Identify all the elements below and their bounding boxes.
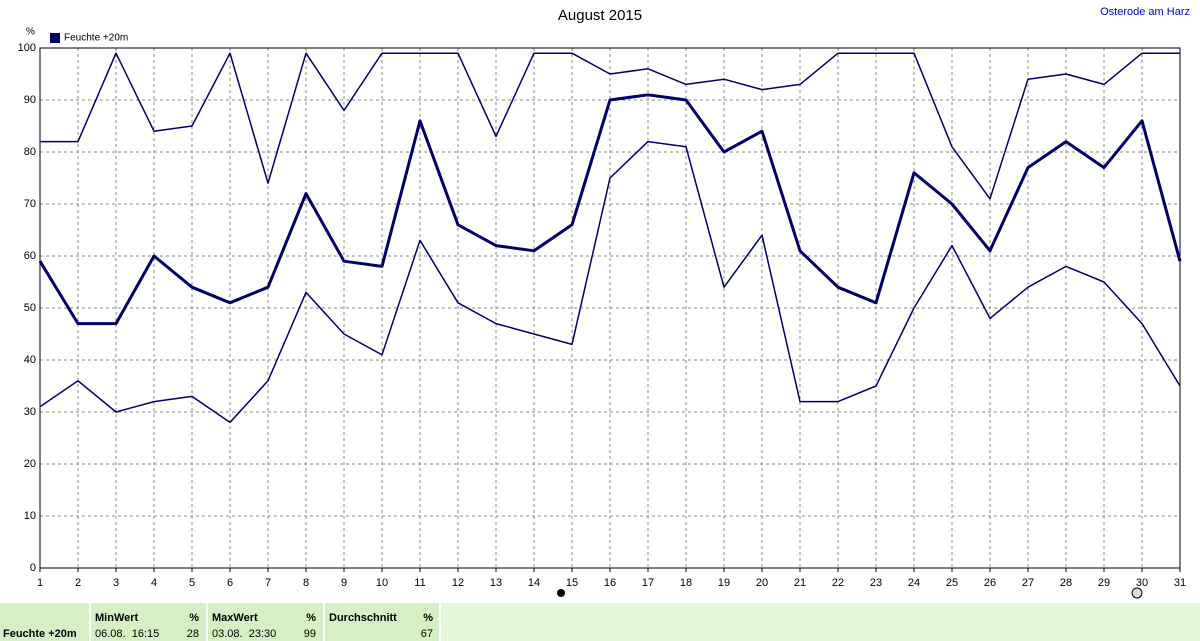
x-tick-label: 18: [680, 577, 692, 589]
legend-label: Feuchte +20m: [64, 33, 128, 44]
x-tick-label: 14: [528, 577, 540, 589]
x-tick-label: 12: [452, 577, 464, 589]
x-tick-label: 9: [341, 577, 347, 589]
x-tick-label: 10: [376, 577, 388, 589]
col-title: Durchschnitt: [329, 612, 397, 624]
series-line: [38, 93, 1182, 326]
x-tick-label: 28: [1060, 577, 1072, 589]
y-tick-label: 30: [24, 406, 36, 418]
x-tick-label: 6: [227, 577, 233, 589]
y-tick-label: 20: [24, 458, 36, 470]
x-tick-label: 11: [414, 577, 425, 589]
x-tick-label: 1: [37, 577, 43, 589]
x-tick-label: 4: [151, 577, 157, 589]
x-tick-label: 29: [1098, 577, 1110, 589]
x-tick-label: 2: [75, 577, 81, 589]
moon-full: [557, 589, 565, 597]
summary-table: [0, 603, 440, 641]
x-tick-label: 8: [303, 577, 309, 589]
x-tick-label: 22: [832, 577, 844, 589]
y-tick-label: 70: [24, 198, 36, 210]
col-title: MinWert: [95, 612, 139, 624]
x-tick-label: 21: [794, 577, 806, 589]
y-tick-label: 10: [24, 510, 36, 522]
col-value: 99: [304, 628, 316, 640]
x-tick-label: 25: [946, 577, 958, 589]
x-tick-label: 16: [604, 577, 616, 589]
y-unit: %: [26, 27, 35, 38]
x-tick-label: 27: [1022, 577, 1034, 589]
col-when: 03.08. 23:30: [212, 628, 276, 640]
y-tick-label: 100: [18, 42, 36, 54]
row-label: Feuchte +20m: [3, 628, 77, 640]
col-unit: %: [306, 612, 316, 624]
y-tick-label: 0: [30, 562, 36, 574]
y-tick-label: 60: [24, 250, 36, 262]
x-tick-label: 17: [642, 577, 654, 589]
x-tick-label: 5: [189, 577, 195, 589]
x-tick-label: 24: [908, 577, 920, 589]
moon-new: [1131, 587, 1143, 599]
y-tick-label: 50: [24, 302, 36, 314]
col-title: MaxWert: [212, 612, 258, 624]
y-tick-label: 90: [24, 94, 36, 106]
location: Osterode am Harz: [1100, 6, 1190, 18]
col-value: 67: [421, 628, 433, 640]
x-tick-label: 15: [566, 577, 578, 589]
col-unit: %: [189, 612, 199, 624]
col-value: 28: [187, 628, 199, 640]
y-tick-label: 80: [24, 146, 36, 158]
summary: Feuchte +20m MinWert % 06.08. 16:15 28 MaxWer…: [3, 603, 441, 641]
x-tick-label: 3: [113, 577, 119, 589]
x-tick-label: 13: [490, 577, 502, 589]
chart-title: August 2015: [558, 7, 642, 24]
x-tick-label: 19: [718, 577, 730, 589]
legend-swatch: [50, 33, 60, 43]
x-tick-label: 26: [984, 577, 996, 589]
series-line: [39, 140, 1181, 424]
x-tick-label: 31: [1174, 577, 1186, 589]
x-tick-label: 20: [756, 577, 768, 589]
series-line: [40, 52, 1180, 200]
x-tick-label: 30: [1136, 577, 1148, 589]
x-tick-label: 23: [870, 577, 882, 589]
y-tick-label: 40: [24, 354, 36, 366]
col-unit: %: [423, 612, 433, 624]
x-tick-label: 7: [265, 577, 271, 589]
plot-frame: [39, 47, 1181, 569]
col-when: 06.08. 16:15: [95, 628, 159, 640]
